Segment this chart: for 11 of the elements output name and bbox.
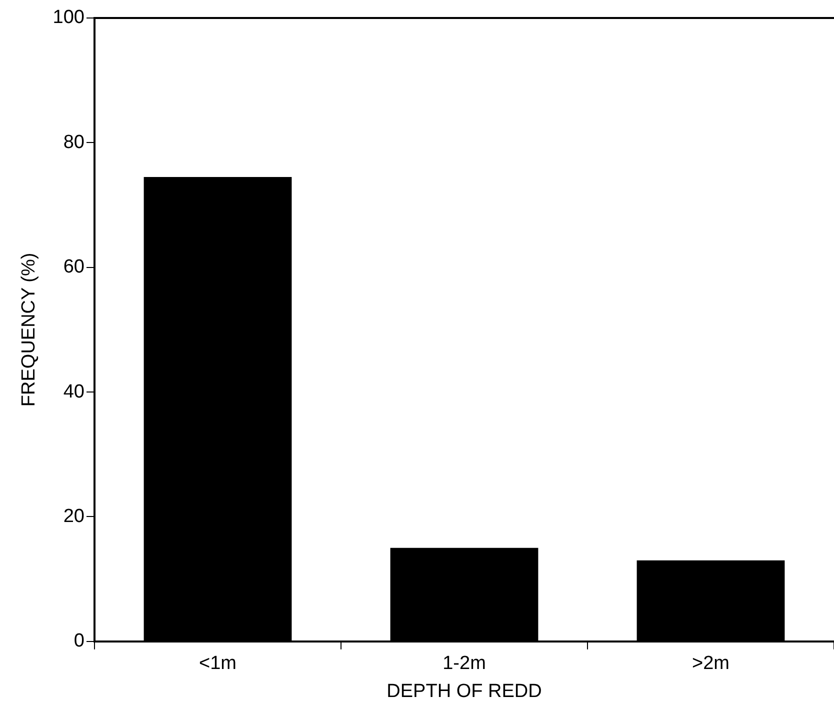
y-axis-title: FREQUENCY (%) — [18, 252, 40, 407]
x-tick-label: 1-2m — [442, 653, 486, 674]
x-tick-label: >2m — [692, 653, 730, 674]
x-axis-title: DEPTH OF REDD — [386, 680, 542, 702]
y-tick-label: 80 — [63, 132, 84, 153]
x-tick-label: <1m — [199, 653, 236, 674]
y-tick-label: 40 — [63, 381, 84, 402]
y-tick-label: 20 — [63, 506, 84, 527]
y-tick-label: 60 — [63, 256, 84, 278]
y-tick-label: 0 — [74, 630, 84, 652]
y-tick-label: 100 — [52, 7, 84, 28]
